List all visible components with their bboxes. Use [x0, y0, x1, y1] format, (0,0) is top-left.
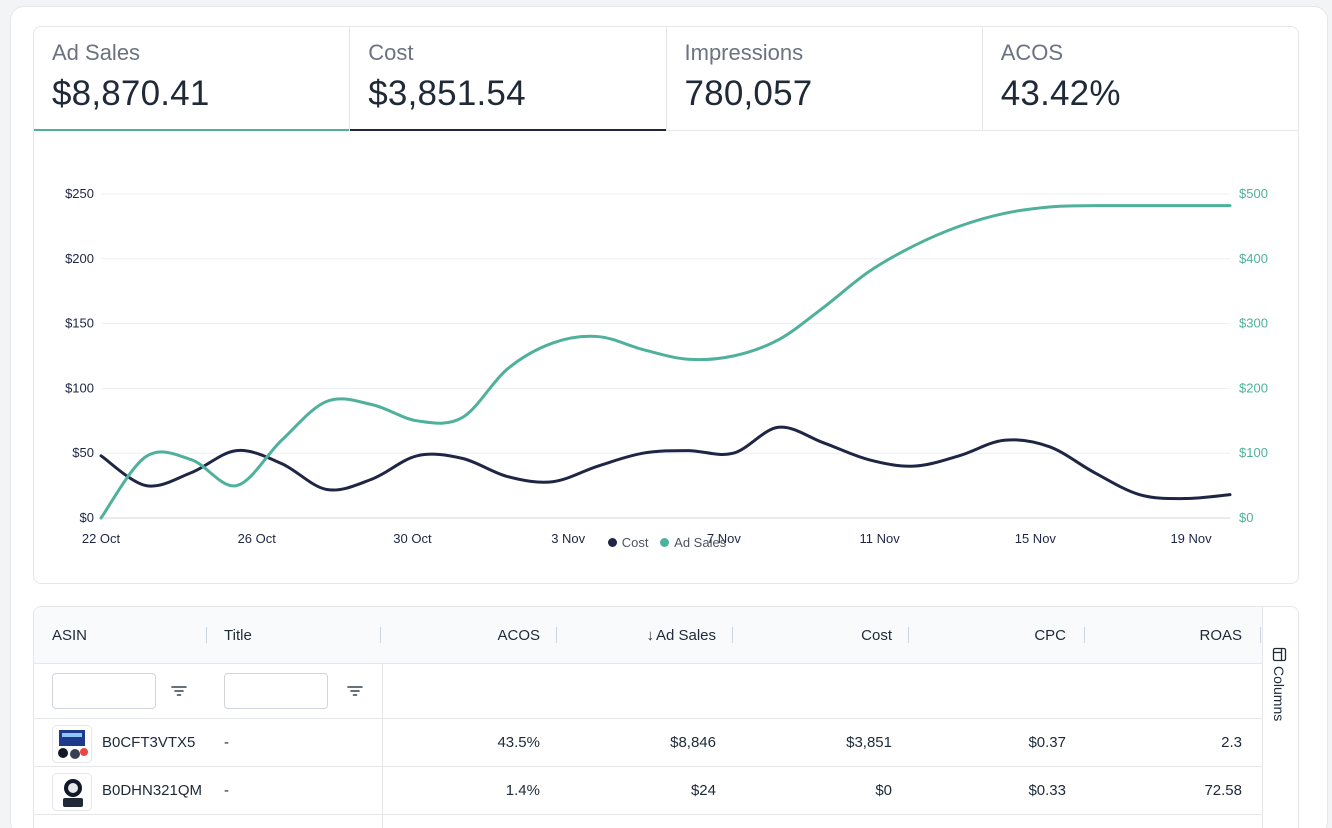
header-cpc[interactable]: CPC — [1034, 626, 1066, 644]
legend-dot-icon — [607, 538, 617, 547]
line-chart: $0 $0 $50 $100 $100 $200 $150 $300 $200 $400 $250 $… — [34, 131, 1298, 583]
legend-label: Ad Sales — [674, 535, 727, 550]
header-asin[interactable]: ASIN — [52, 626, 88, 644]
cell-cost: $3,851 — [846, 734, 892, 751]
cell-cpc: $0.33 — [1028, 782, 1066, 799]
y-left-tick-label: $250 — [65, 186, 94, 201]
legend-label: Cost — [621, 535, 649, 550]
sort-desc-icon: ↓ — [646, 626, 654, 644]
legend-dot-icon — [660, 538, 670, 547]
asin-table: ASIN Title ACOS ↓ Ad Sales Cost CPC ROAS — [33, 606, 1299, 828]
x-tick-label: 11 Nov — [860, 531, 901, 546]
kpi-label: Impressions — [684, 40, 804, 65]
kpi-label: ACOS — [1000, 40, 1064, 65]
kpi-value: 43.42% — [1000, 74, 1121, 113]
column-resize-handle[interactable] — [1260, 627, 1261, 643]
y-right-tick-label: $400 — [1239, 251, 1268, 266]
cell-asin[interactable]: B0CFT3VTX5 — [102, 734, 196, 751]
kpi-label: Ad Sales — [52, 40, 141, 65]
y-left-tick-label: $150 — [65, 316, 94, 331]
series-line-ad-sales — [99, 204, 1232, 520]
y-right-tick-label: $300 — [1239, 316, 1268, 331]
cell-ad-sales: $8,846 — [670, 734, 716, 751]
metrics-card: Ad Sales $8,870.41 Cost $3,851.54 Impres… — [33, 26, 1299, 584]
kpi-label: Cost — [368, 40, 414, 65]
header-roas[interactable]: ROAS — [1199, 626, 1242, 644]
series-line-cost — [99, 425, 1232, 501]
cell-ad-sales: $24 — [690, 782, 716, 799]
header-ad-sales[interactable]: ↓ Ad Sales — [558, 607, 716, 663]
cell-cpc: $0.37 — [1028, 734, 1066, 751]
product-thumbnail — [52, 725, 92, 763]
x-tick-label: 19 Nov — [1170, 531, 1212, 546]
column-resize-handle[interactable] — [908, 627, 909, 643]
cell-acos: 1.4% — [505, 782, 540, 799]
y-left-tick-label: $0 — [80, 510, 94, 525]
kpi-tab-acos[interactable]: ACOS 43.42% — [983, 27, 1298, 130]
asin-filter-input[interactable] — [52, 673, 156, 709]
kpi-tab-cost[interactable]: Cost $3,851.54 — [350, 27, 667, 131]
cell-cost: $0 — [875, 782, 892, 799]
cell-asin[interactable]: B0DHN321QM — [102, 782, 203, 799]
cell-title: - — [224, 734, 229, 751]
x-tick-label: 3 Nov — [551, 531, 585, 546]
header-cost[interactable]: Cost — [861, 626, 892, 644]
legend-item-ad-sales[interactable]: Ad Sales — [660, 535, 726, 550]
x-tick-label: 30 Oct — [393, 531, 432, 546]
x-tick-label: 15 Nov — [1015, 531, 1057, 546]
y-right-tick-label: $200 — [1239, 380, 1268, 395]
y-left-tick-label: $200 — [65, 251, 94, 266]
column-resize-handle[interactable] — [556, 627, 557, 643]
column-resize-handle[interactable] — [380, 627, 381, 643]
filter-icon[interactable] — [346, 682, 364, 700]
column-divider — [382, 607, 383, 828]
header-acos[interactable]: ACOS — [497, 626, 540, 644]
column-resize-handle[interactable] — [732, 627, 733, 643]
table-row[interactable]: B0DHN321QM - 1.4% $24 $0 $0.33 72.58 — [34, 767, 1262, 815]
kpi-value: 780,057 — [684, 74, 813, 113]
filter-icon[interactable] — [170, 682, 188, 700]
y-right-tick-label: $500 — [1239, 186, 1268, 201]
y-left-tick-label: $50 — [72, 445, 94, 460]
columns-panel-toggle[interactable]: Columns — [1262, 607, 1298, 828]
kpi-active-underline — [350, 129, 666, 131]
cell-title: - — [224, 782, 229, 799]
x-tick-label: 26 Oct — [238, 531, 277, 546]
column-resize-handle[interactable] — [206, 627, 207, 643]
kpi-value: $3,851.54 — [368, 74, 526, 113]
kpi-tab-ad-sales[interactable]: Ad Sales $8,870.41 — [34, 27, 351, 131]
header-title[interactable]: Title — [224, 626, 252, 644]
title-filter-input[interactable] — [224, 673, 328, 709]
kpi-tab-impressions[interactable]: Impressions 780,057 — [667, 27, 983, 130]
product-thumbnail — [52, 773, 92, 811]
kpi-active-underline — [34, 129, 350, 131]
table-header-row: ASIN Title ACOS ↓ Ad Sales Cost CPC ROAS — [34, 607, 1262, 664]
kpi-value: $8,870.41 — [52, 74, 210, 113]
cell-roas: 2.3 — [1221, 734, 1242, 751]
column-resize-handle[interactable] — [1084, 627, 1085, 643]
table-filter-row — [34, 664, 1262, 719]
header-ad-sales-label: Ad Sales — [655, 626, 716, 644]
table-row[interactable]: B0CFT3VTX5 - 43.5% $8,846 $3,851 $0.37 2… — [34, 719, 1262, 767]
x-tick-label: 7 Nov — [707, 531, 741, 546]
legend-item-cost[interactable]: Cost — [607, 535, 649, 550]
chart-svg: $0 $0 $50 $100 $100 $200 $150 $300 $200 $400 $250 $… — [65, 186, 1268, 546]
x-tick-label: 22 Oct — [82, 531, 121, 546]
y-right-tick-label: $100 — [1239, 445, 1268, 460]
y-right-tick-label: $0 — [1239, 510, 1253, 525]
columns-icon — [1272, 647, 1286, 662]
columns-label: Columns — [1271, 666, 1287, 722]
chart-legend: Cost Ad Sales — [34, 535, 1298, 550]
y-left-tick-label: $100 — [65, 380, 94, 395]
kpi-tabs: Ad Sales $8,870.41 Cost $3,851.54 Impres… — [34, 27, 1298, 131]
cell-roas: 72.58 — [1204, 782, 1242, 799]
cell-acos: 43.5% — [497, 734, 540, 751]
